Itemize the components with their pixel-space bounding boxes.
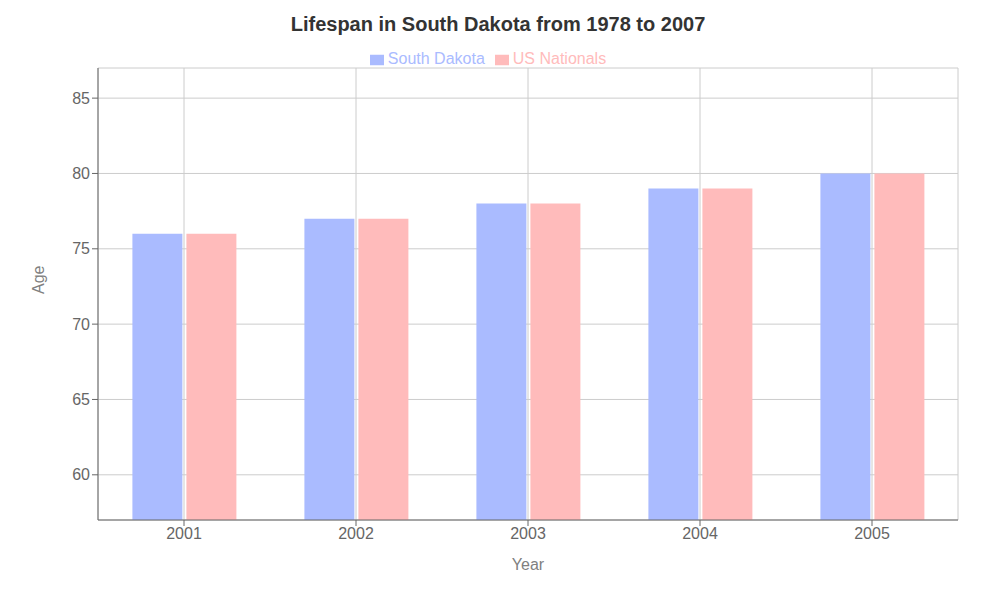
svg-text:2001: 2001 (166, 525, 202, 542)
svg-text:2003: 2003 (510, 525, 546, 542)
svg-text:60: 60 (72, 466, 90, 483)
svg-text:2002: 2002 (338, 525, 374, 542)
svg-text:65: 65 (72, 391, 90, 408)
svg-text:85: 85 (72, 90, 90, 107)
html-text:South Dakota: South Dakota (387, 50, 485, 67)
svg-text:80: 80 (72, 165, 90, 182)
html-text:Lifespan in South Dakota from: Lifespan in South Dakota from 1978 to 20… (290, 13, 706, 35)
svg-text:75: 75 (72, 240, 90, 257)
svg-text:2005: 2005 (854, 525, 890, 542)
svg-text:Year: Year (512, 556, 545, 573)
svg-text:70: 70 (72, 316, 90, 333)
svg-text:Age: Age (30, 265, 47, 294)
svg-text:2004: 2004 (682, 525, 718, 542)
html-text:US Nationals: US Nationals (512, 50, 607, 67)
